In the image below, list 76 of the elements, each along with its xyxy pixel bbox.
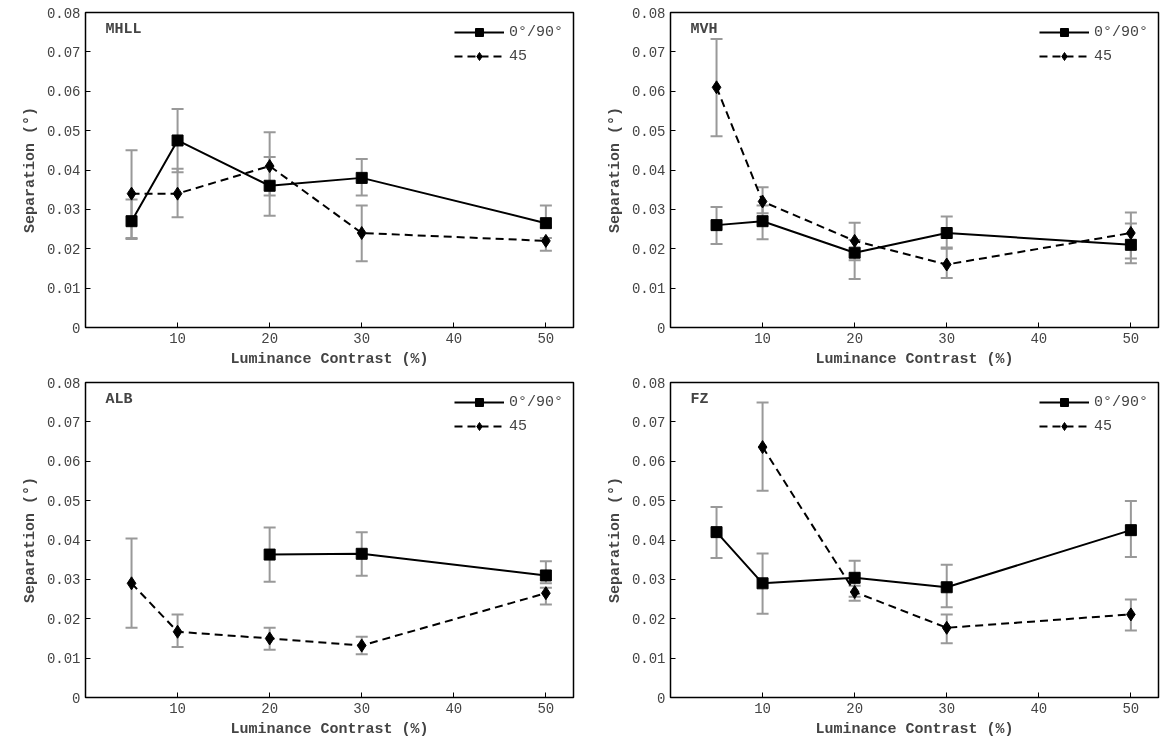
text: MHLL xyxy=(105,20,142,38)
y-tick-label: 0.04 xyxy=(46,533,81,549)
y-tick-label: 0.03 xyxy=(46,572,81,589)
y-tick-label: 0.01 xyxy=(631,281,666,298)
y-tick-label: 0.01 xyxy=(46,651,81,668)
y-tick-label: 0.05 xyxy=(46,123,81,140)
y-tick-label: 0.07 xyxy=(46,414,81,431)
y-tick-label: 0.08 xyxy=(631,5,666,22)
y-tick-label: 0 xyxy=(72,320,81,337)
y-tick-label: 0.03 xyxy=(46,202,81,219)
y-tick-label: 0.04 xyxy=(46,163,81,179)
x-tick-label: 50 xyxy=(537,700,555,717)
legend-label: 0°/90° xyxy=(1093,393,1148,411)
x-tick-label: 10 xyxy=(754,700,771,717)
text: ALB xyxy=(105,390,133,408)
x-tick-label: 20 xyxy=(261,700,279,717)
x-tick-label: 20 xyxy=(846,330,864,347)
legend-label: 45 xyxy=(508,47,528,65)
x-tick-label: 40 xyxy=(445,330,463,347)
x-axis-title: Luminance Contrast (%) xyxy=(815,720,1014,738)
y-tick-label: 0.08 xyxy=(631,375,666,392)
y-tick-label: 0.06 xyxy=(631,84,666,101)
x-tick-label: 10 xyxy=(169,330,186,347)
y-axis-title: Separation (°) xyxy=(21,106,39,234)
y-tick-label: 0.07 xyxy=(631,44,666,61)
x-tick-label: 30 xyxy=(938,700,956,717)
y-tick-label: 0.05 xyxy=(631,493,666,510)
y-tick-label: 0.03 xyxy=(631,572,666,589)
y-axis-title: Separation (°) xyxy=(21,476,39,604)
legend-label: 0°/90° xyxy=(508,393,563,411)
y-tick-label: 0.04 xyxy=(631,533,666,549)
legend-label: 45 xyxy=(508,417,528,435)
y-tick-label: 0.07 xyxy=(46,44,81,61)
y-axis-title: Separation (°) xyxy=(606,106,624,234)
y-axis-title: Separation (°) xyxy=(606,476,624,604)
y-tick-label: 0.01 xyxy=(46,281,81,298)
y-tick-label: 0 xyxy=(657,690,666,707)
x-tick-label: 30 xyxy=(353,330,371,347)
legend-label: 0°/90° xyxy=(1093,23,1148,41)
x-axis-title: Luminance Contrast (%) xyxy=(815,350,1014,368)
text: FZ xyxy=(690,390,709,408)
x-tick-label: 30 xyxy=(938,330,956,347)
y-tick-label: 0.05 xyxy=(46,493,81,510)
x-tick-label: 10 xyxy=(169,700,186,717)
x-tick-label: 20 xyxy=(846,700,864,717)
y-tick-label: 0.06 xyxy=(631,454,666,471)
x-tick-label: 50 xyxy=(1122,330,1140,347)
x-axis-title: Luminance Contrast (%) xyxy=(230,720,429,738)
y-tick-label: 0.07 xyxy=(631,414,666,431)
legend-label: 45 xyxy=(1093,417,1113,435)
y-tick-label: 0.08 xyxy=(46,5,81,22)
y-tick-label: 0.02 xyxy=(46,241,81,258)
x-tick-label: 10 xyxy=(754,330,771,347)
y-tick-label: 0.02 xyxy=(631,241,666,258)
y-tick-label: 0.02 xyxy=(46,611,81,628)
y-tick-label: 0.02 xyxy=(631,611,666,628)
y-tick-label: 0.03 xyxy=(631,202,666,219)
y-tick-label: 0 xyxy=(72,690,81,707)
x-tick-label: 30 xyxy=(353,700,371,717)
x-tick-label: 20 xyxy=(261,330,279,347)
text: MVH xyxy=(690,20,718,38)
y-tick-label: 0.06 xyxy=(46,454,81,471)
legend-label: 0°/90° xyxy=(508,23,563,41)
y-tick-label: 0.01 xyxy=(631,651,666,668)
x-tick-label: 40 xyxy=(445,700,463,717)
x-axis-title: Luminance Contrast (%) xyxy=(230,350,429,368)
y-tick-label: 0 xyxy=(657,320,666,337)
legend-label: 45 xyxy=(1093,47,1113,65)
x-tick-label: 50 xyxy=(537,330,555,347)
y-tick-label: 0.06 xyxy=(46,84,81,101)
y-tick-label: 0.05 xyxy=(631,123,666,140)
x-tick-label: 50 xyxy=(1122,700,1140,717)
x-tick-label: 40 xyxy=(1030,330,1048,347)
y-tick-label: 0.08 xyxy=(46,375,81,392)
x-tick-label: 40 xyxy=(1030,700,1048,717)
y-tick-label: 0.04 xyxy=(631,163,666,179)
